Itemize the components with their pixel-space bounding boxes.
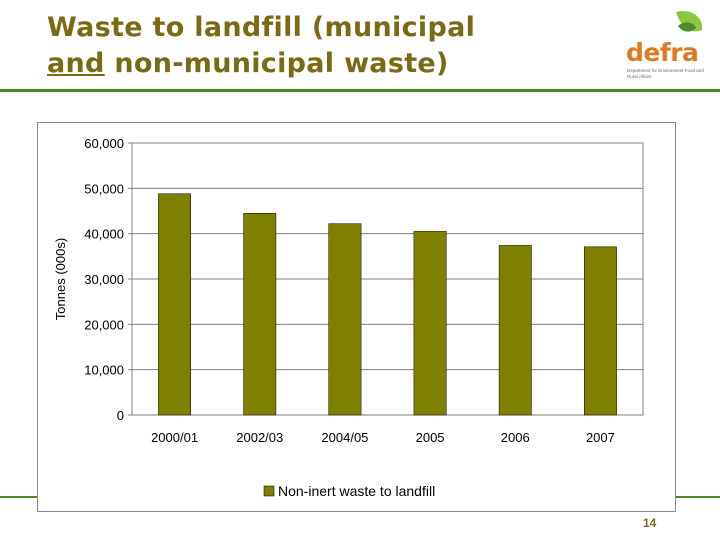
x-tick-label: 2004/05	[321, 430, 368, 445]
x-tick-label: 2000/01	[151, 430, 198, 445]
title-line-1: Waste to landfill (municipal	[47, 12, 476, 43]
defra-logo: defra Department for Environment Food an…	[622, 8, 714, 88]
leaf-vein-shape	[678, 22, 696, 32]
title-divider	[0, 89, 720, 92]
slide-title: Waste to landfill (municipal and non-mun…	[47, 10, 587, 82]
bar	[498, 245, 532, 416]
bar	[328, 223, 362, 416]
y-tick-label: 60,000	[84, 136, 124, 151]
legend-swatch	[263, 485, 275, 497]
logo-wordmark: defra	[626, 38, 699, 67]
page-number: 14	[643, 516, 657, 530]
x-tick-label: 2006	[501, 430, 530, 445]
chart-container: 0 10,000 20,000 30,000 40,000 50,000 60,000 Ton…	[37, 122, 676, 512]
legend-label: Non-inert waste to landfill	[278, 483, 435, 499]
y-tick-label: 40,000	[84, 227, 124, 242]
y-tick-label: 0	[117, 408, 124, 423]
y-axis-label: Tonnes (000s)	[53, 238, 68, 320]
footer-rule-right	[676, 496, 720, 498]
bar	[243, 213, 277, 416]
y-tick-label: 50,000	[84, 181, 124, 196]
logo-tagline: Department for Environment Food and Rura…	[627, 68, 704, 79]
bar	[413, 231, 447, 416]
x-tick-label: 2002/03	[236, 430, 283, 445]
title-underlined-word: and	[47, 48, 105, 79]
bar-chart: 0 10,000 20,000 30,000 40,000 50,000 60,000 Ton…	[53, 136, 644, 499]
title-line-2: and non-municipal waste)	[47, 46, 587, 82]
bar	[158, 193, 192, 416]
x-tick-label: 2005	[416, 430, 445, 445]
footer-rule-left	[0, 496, 37, 498]
y-tick-label: 10,000	[84, 363, 124, 378]
x-tick-label: 2007	[586, 430, 615, 445]
y-tick-label: 30,000	[84, 272, 124, 287]
bar	[583, 246, 617, 416]
y-tick-label: 20,000	[84, 317, 124, 332]
leaf-shape	[676, 11, 703, 32]
leaf-icon	[676, 11, 703, 32]
title-line-2-rest: non-municipal waste)	[104, 48, 449, 79]
